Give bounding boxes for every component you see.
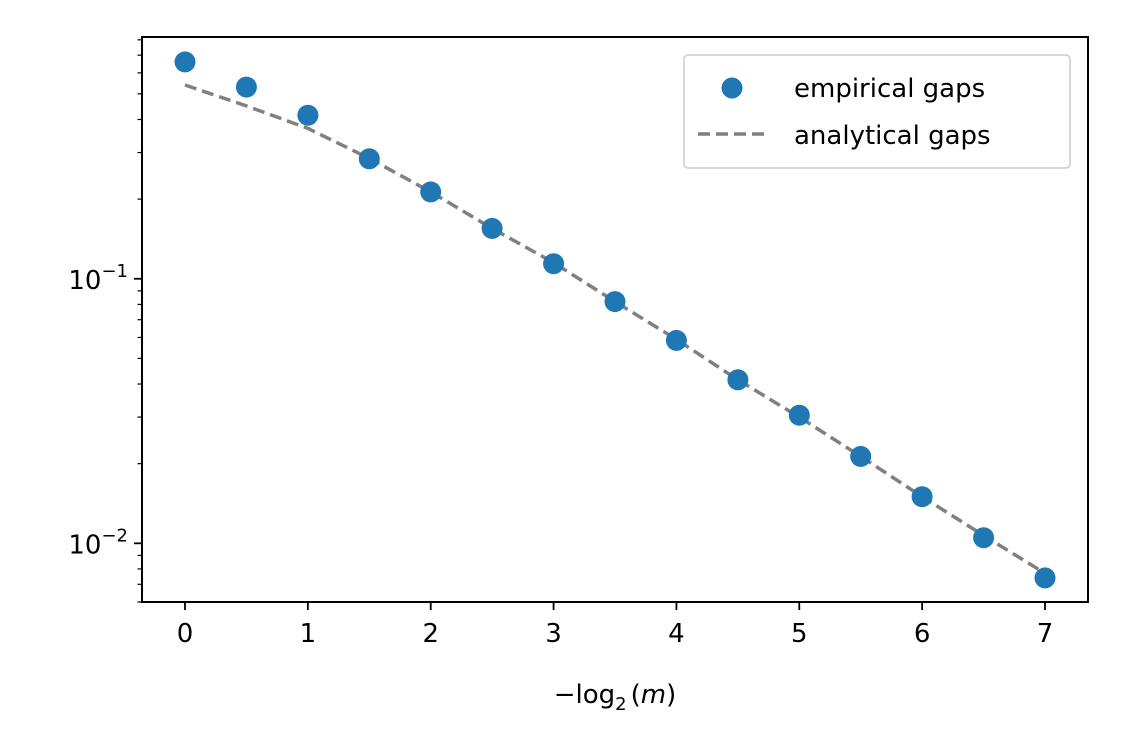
y-tick-label: 10−1 [68,261,128,296]
axis-ticks: 0 1 2 3 4 5 6 7 10−1 10−2 [68,39,1054,649]
x-axis-label-subscript: 2 [615,694,626,715]
empirical-gap-point [788,404,810,426]
empirical-gap-point [850,445,872,467]
empirical-gap-point [665,329,687,351]
empirical-gap-point [911,486,933,508]
empirical-gap-point [604,291,626,313]
x-tick-label: 5 [791,619,808,649]
empirical-gap-point [1034,567,1056,589]
empirical-gap-point [174,51,196,73]
x-tick-label: 4 [668,619,685,649]
analytical-gaps-line [184,83,1046,575]
y-tick-label: 10−2 [68,525,128,560]
x-axis-label: −log2 (m) [554,680,677,715]
legend-marker-empirical [721,77,743,99]
legend-label-analytical: analytical gaps [794,121,991,151]
legend-label-empirical: empirical gaps [794,74,985,104]
chart-marks [174,51,1056,589]
empirical-gap-point [358,148,380,170]
x-tick-label: 2 [422,619,439,649]
empirical-gap-point [727,369,749,391]
empirical-gap-point [481,217,503,239]
x-axis-label-arg: m [641,680,666,710]
x-axis-label-prefix: −log [554,680,615,710]
empirical-gap-point [235,76,257,98]
empirical-gap-point [297,104,319,126]
legend: empirical gaps analytical gaps [683,54,1071,169]
x-tick-label: 3 [545,619,562,649]
empirical-gap-point [543,253,565,275]
x-tick-label: 7 [1037,619,1054,649]
empirical-gap-point [973,527,995,549]
x-tick-label: 1 [300,619,317,649]
plot-frame [141,36,1089,603]
x-tick-label: 0 [177,619,194,649]
empirical-gap-point [420,181,442,203]
x-tick-label: 6 [914,619,931,649]
legend-box [683,54,1071,169]
